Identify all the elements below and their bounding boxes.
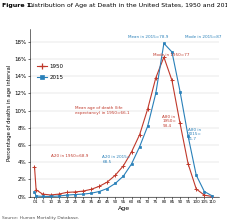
Text: Mode in 2015=87: Mode in 2015=87 — [184, 35, 220, 39]
Text: Figure 1.: Figure 1. — [2, 3, 34, 8]
Text: A80 in
2015=
91.7: A80 in 2015= 91.7 — [187, 128, 201, 141]
Y-axis label: Percentage of deaths in age interval: Percentage of deaths in age interval — [7, 65, 12, 161]
Text: Mean age of death (life
expectancy) in 1950=66.1: Mean age of death (life expectancy) in 1… — [75, 106, 129, 115]
Text: A20 in 1950=68.9: A20 in 1950=68.9 — [50, 154, 88, 158]
Text: Source: Human Mortality Database.: Source: Human Mortality Database. — [2, 216, 79, 220]
Legend: 1950, 2015: 1950, 2015 — [34, 62, 65, 82]
Text: A20 in 2015=
68.5: A20 in 2015= 68.5 — [102, 155, 130, 164]
Text: Distribution of Age at Death in the United States, 1950 and 2015: Distribution of Age at Death in the Unit… — [26, 3, 227, 8]
Text: Mode in 1950=77: Mode in 1950=77 — [152, 53, 188, 57]
X-axis label: Age: Age — [118, 206, 130, 211]
Text: A80 in
1950=
93.4: A80 in 1950= 93.4 — [162, 115, 175, 128]
Text: Mean in 2015=78.9: Mean in 2015=78.9 — [128, 35, 168, 39]
